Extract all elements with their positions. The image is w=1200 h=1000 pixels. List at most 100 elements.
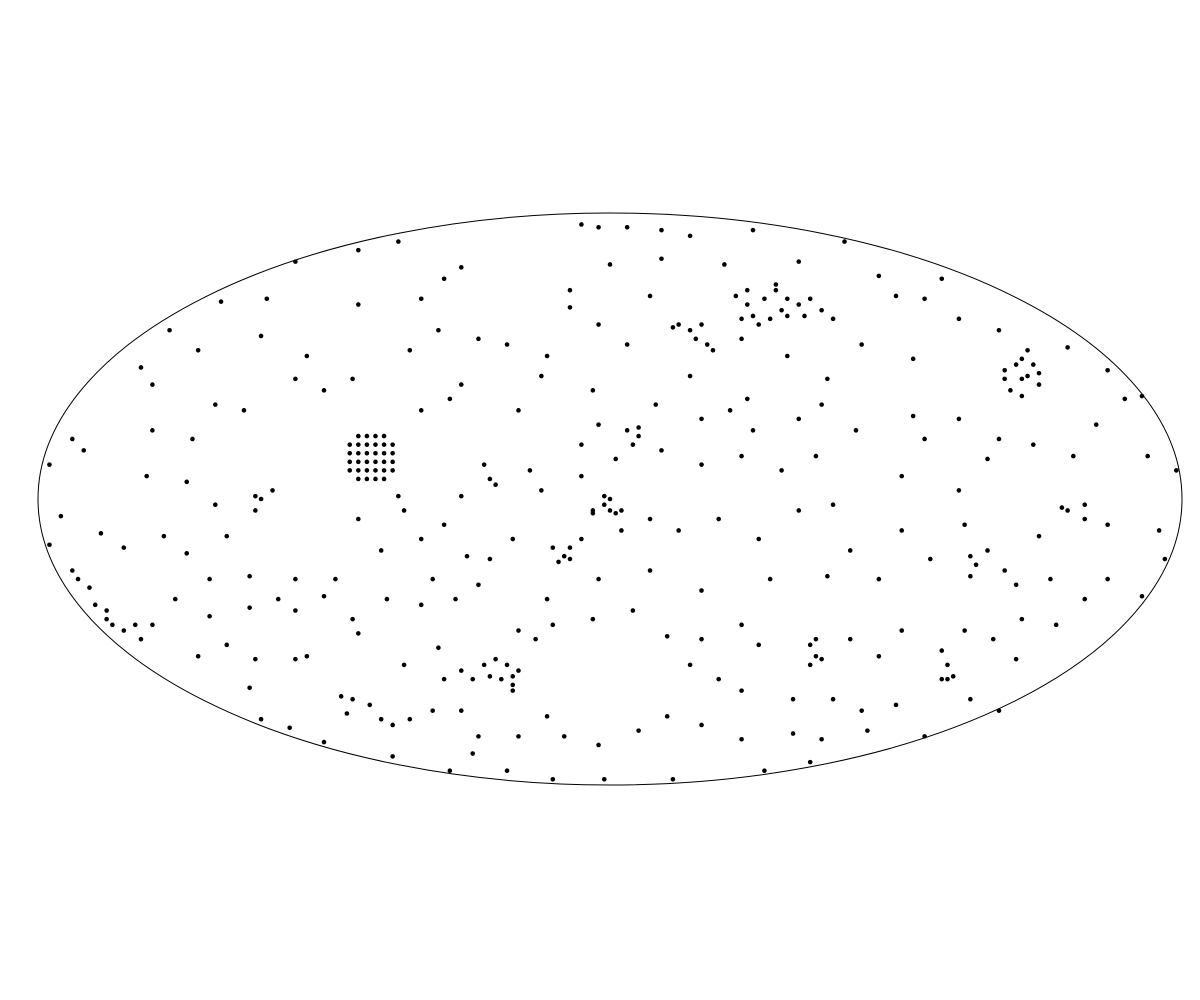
point [381, 450, 387, 456]
point [676, 322, 681, 327]
point [973, 562, 979, 568]
point [1008, 388, 1013, 393]
point [996, 436, 1002, 442]
point [813, 636, 819, 642]
point [390, 468, 395, 473]
point [356, 468, 361, 473]
point [510, 674, 516, 679]
point [779, 307, 784, 313]
point [430, 576, 435, 582]
point [384, 596, 390, 602]
point [304, 353, 310, 359]
point [356, 433, 361, 439]
point [1082, 502, 1088, 508]
point [396, 493, 401, 499]
point [458, 382, 464, 387]
point [1162, 556, 1168, 562]
point [813, 654, 819, 659]
point [58, 513, 64, 519]
point [347, 442, 353, 447]
point [418, 602, 424, 608]
point [347, 459, 353, 465]
point [373, 433, 378, 439]
point [364, 442, 370, 447]
point [561, 734, 567, 739]
point [458, 708, 464, 713]
point [487, 476, 493, 482]
point [1105, 522, 1110, 528]
point [859, 342, 864, 347]
point [264, 296, 270, 302]
point [1019, 393, 1025, 399]
point [544, 596, 550, 602]
point [790, 696, 796, 702]
point [356, 442, 361, 447]
point [773, 287, 779, 293]
point [607, 508, 613, 513]
point [241, 408, 247, 413]
point [1002, 376, 1007, 382]
point [710, 347, 716, 353]
point [779, 468, 784, 473]
point [739, 736, 744, 742]
point [447, 768, 453, 773]
point [407, 716, 413, 722]
point [373, 468, 378, 473]
point [476, 734, 481, 739]
point [939, 676, 945, 682]
point [807, 662, 813, 668]
point [350, 376, 355, 382]
point [739, 336, 744, 342]
point [493, 482, 498, 488]
point [92, 602, 98, 608]
point [207, 576, 212, 582]
point [785, 296, 790, 302]
point [167, 327, 172, 333]
point [762, 768, 767, 773]
point [150, 622, 155, 628]
point [304, 654, 310, 659]
point [876, 576, 882, 582]
point [596, 322, 601, 327]
point [150, 428, 155, 433]
point [344, 711, 350, 716]
point [899, 628, 905, 633]
point [899, 528, 905, 533]
point [956, 316, 962, 322]
point [47, 462, 52, 467]
point [333, 576, 338, 582]
point [733, 293, 739, 299]
point [184, 551, 190, 556]
point [613, 511, 619, 516]
point [939, 648, 945, 653]
point [121, 628, 127, 633]
point [1053, 622, 1059, 628]
point [750, 227, 756, 233]
point [687, 373, 693, 379]
point [441, 276, 447, 282]
point [172, 596, 178, 602]
point [819, 307, 824, 313]
point [381, 459, 387, 465]
point [453, 596, 458, 602]
point [476, 582, 481, 588]
point [699, 416, 704, 422]
point [161, 533, 167, 539]
point [104, 616, 109, 622]
point [390, 442, 395, 447]
point [258, 716, 264, 722]
point [418, 408, 424, 413]
point [516, 408, 521, 413]
point [364, 468, 370, 473]
point [381, 433, 387, 439]
point [407, 347, 413, 353]
point [121, 545, 127, 550]
point [1013, 582, 1019, 588]
point [847, 548, 853, 553]
point [762, 296, 767, 302]
point [813, 453, 819, 459]
point [928, 556, 933, 562]
point [1025, 347, 1030, 353]
point [1139, 393, 1145, 399]
